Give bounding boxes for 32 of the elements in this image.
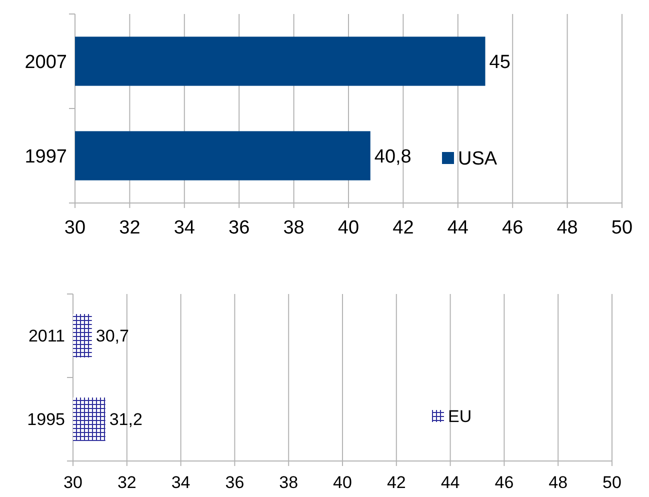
y-tick-label: 2007 bbox=[24, 52, 67, 73]
y-tick-label: 2011 bbox=[28, 326, 65, 346]
x-tick-label: 40 bbox=[333, 472, 352, 492]
x-tick-label: 38 bbox=[283, 218, 304, 239]
x-tick-label: 40 bbox=[338, 218, 360, 239]
x-tick-label: 36 bbox=[228, 218, 250, 239]
x-tick-label: 38 bbox=[279, 472, 298, 492]
x-tick-label: 32 bbox=[119, 218, 140, 239]
legend-label: USA bbox=[458, 148, 498, 170]
x-tick-label: 50 bbox=[602, 472, 622, 492]
x-tick-label: 48 bbox=[556, 218, 578, 239]
x-tick-label: 30 bbox=[64, 472, 82, 492]
x-tick-label: 30 bbox=[64, 218, 86, 239]
x-tick-label: 36 bbox=[225, 472, 244, 492]
x-tick-label: 42 bbox=[392, 218, 414, 239]
data-label: 31,2 bbox=[109, 410, 142, 430]
x-tick-label: 32 bbox=[117, 472, 136, 492]
x-tick-label: 42 bbox=[386, 472, 406, 492]
legend-label: EU bbox=[448, 406, 472, 426]
x-tick-label: 46 bbox=[502, 218, 524, 239]
x-tick-label: 44 bbox=[447, 218, 469, 239]
data-label: 30,7 bbox=[96, 326, 129, 346]
x-tick-label: 34 bbox=[174, 218, 196, 239]
x-tick-label: 44 bbox=[440, 472, 460, 492]
y-tick-label: 1995 bbox=[27, 410, 65, 430]
x-tick-label: 46 bbox=[494, 472, 514, 492]
x-tick-label: 48 bbox=[548, 472, 568, 492]
x-tick-label: 34 bbox=[171, 472, 190, 492]
x-tick-label: 50 bbox=[611, 218, 633, 239]
data-label: 45 bbox=[489, 52, 510, 73]
data-label: 40,8 bbox=[374, 146, 412, 168]
y-tick-label: 1997 bbox=[24, 146, 67, 168]
